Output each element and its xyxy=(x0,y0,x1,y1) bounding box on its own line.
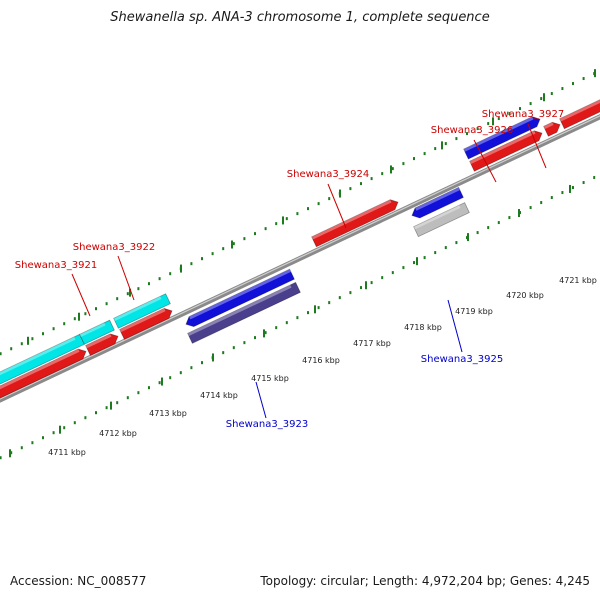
scale-label: 4716 kbp xyxy=(302,356,340,365)
gene-feature-navy[interactable] xyxy=(187,281,301,344)
gene-feature-red[interactable] xyxy=(543,120,563,137)
upper-tick-track xyxy=(0,69,596,356)
label-leaders xyxy=(71,123,547,419)
gene-label[interactable]: Shewana3_3921 xyxy=(15,260,97,271)
gene-feature-gray[interactable] xyxy=(413,202,470,238)
gene-feature-cyan[interactable] xyxy=(0,333,85,393)
gene-labels: Shewana3_3921 Shewana3_3922 Shewana3_3923 S… xyxy=(15,109,564,430)
gene-label[interactable]: Shewana3_3927 xyxy=(482,109,564,120)
gene-label-leader xyxy=(527,123,547,169)
gene-feature-red[interactable] xyxy=(559,90,600,130)
gene-feature-blue[interactable] xyxy=(410,186,464,220)
backbone-line xyxy=(0,114,600,403)
accession-text: Accession: NC_008577 xyxy=(10,574,147,588)
gene-label[interactable]: Shewana3_3926 xyxy=(431,125,513,136)
gene-label-leader xyxy=(71,273,91,317)
gene-feature-blue[interactable] xyxy=(184,268,295,329)
gene-label[interactable]: Shewana3_3923 xyxy=(226,419,308,430)
scale-label: 4720 kbp xyxy=(506,291,544,300)
scale-label: 4712 kbp xyxy=(99,429,137,438)
scale-label: 4718 kbp xyxy=(404,323,442,332)
gene-feature-red[interactable] xyxy=(0,346,88,407)
gene-feature-cyan[interactable] xyxy=(113,293,171,329)
gene-label[interactable]: Shewana3_3924 xyxy=(287,169,369,180)
scale-labels: 4711 kbp 4712 kbp 4713 kbp 4714 kbp 4715 kbp… xyxy=(48,276,597,457)
map-title: Shewanella sp. ANA-3 chromosome 1, compl… xyxy=(110,10,490,25)
lower-tick-track xyxy=(0,176,596,460)
scale-label: 4713 kbp xyxy=(149,409,187,418)
gene-label[interactable]: Shewana3_3922 xyxy=(73,242,155,253)
genome-stats-text: Topology: circular; Length: 4,972,204 bp… xyxy=(260,574,590,588)
gene-feature-red[interactable] xyxy=(469,128,545,172)
gene-feature-red[interactable] xyxy=(119,306,175,340)
scale-label: 4711 kbp xyxy=(48,448,86,457)
gene-label-leader xyxy=(473,139,497,183)
gene-feature-cyan[interactable] xyxy=(79,319,115,345)
gene-label[interactable]: Shewana3_3925 xyxy=(421,354,503,365)
gene-feature-red[interactable] xyxy=(311,197,401,248)
scale-label: 4719 kbp xyxy=(455,307,493,316)
scale-label: 4721 kbp xyxy=(559,276,597,285)
backbone-highlight xyxy=(0,115,600,400)
gene-feature-red[interactable] xyxy=(85,331,121,356)
gene-feature-blue[interactable] xyxy=(463,114,543,160)
scale-label: 4715 kbp xyxy=(251,374,289,383)
gene-label-leader xyxy=(255,381,267,419)
scale-label: 4717 kbp xyxy=(353,339,391,348)
gene-label-leader xyxy=(327,183,347,229)
chromosome-backbone xyxy=(0,114,600,403)
gene-label-leader xyxy=(117,255,135,301)
gene-label-leader xyxy=(447,299,463,353)
gene-features xyxy=(0,90,600,407)
scale-label: 4714 kbp xyxy=(200,391,238,400)
